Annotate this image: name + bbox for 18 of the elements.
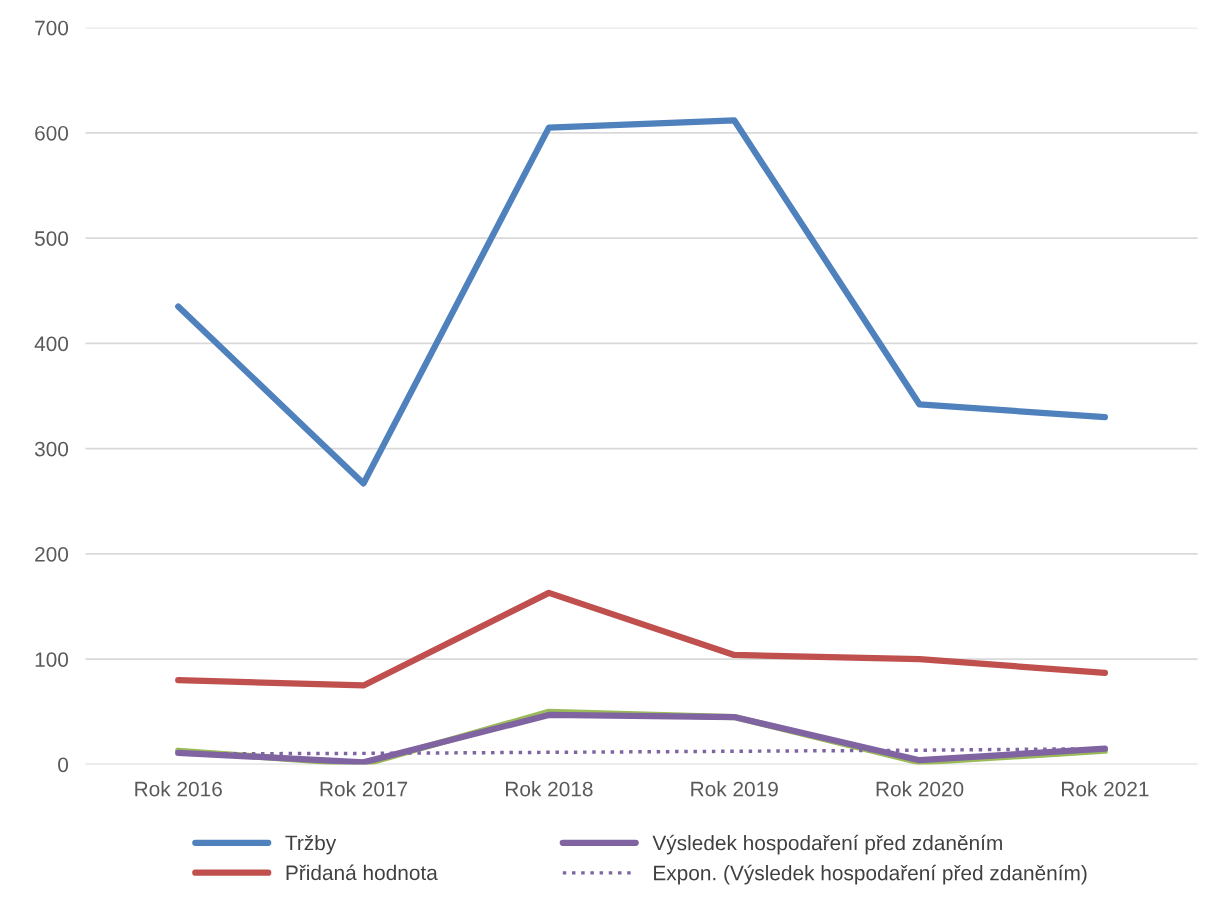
y-tick-label: 200: [35, 546, 69, 562]
y-tick-label: 600: [35, 125, 69, 141]
y-tick-label: 400: [34, 336, 69, 352]
x-tick-label: Rok 2018: [506, 781, 593, 797]
y-tick-label: 300: [34, 441, 69, 457]
x-tick-label: Rok 2021: [1062, 781, 1149, 797]
x-tick-label: Rok 2016: [135, 781, 222, 797]
x-tick-label: Rok 2019: [691, 781, 778, 797]
y-tick-label: 0: [58, 757, 69, 773]
legend-label: Expon. (Výsledek hospodaření před zdaněním): [654, 864, 1087, 885]
y-tick-label: 100: [35, 652, 69, 667]
x-tick-label: Rok 2017: [320, 781, 408, 797]
legend-label: Přidaná hodnota: [286, 864, 438, 881]
y-tick-label: 700: [35, 20, 69, 36]
legend-label: Tržby: [285, 834, 337, 855]
x-tick-label: Rok 2020: [876, 781, 964, 797]
y-tick-label: 500: [34, 231, 69, 246]
legend-label: Výsledek hospodaření před zdaněním: [652, 834, 1002, 855]
